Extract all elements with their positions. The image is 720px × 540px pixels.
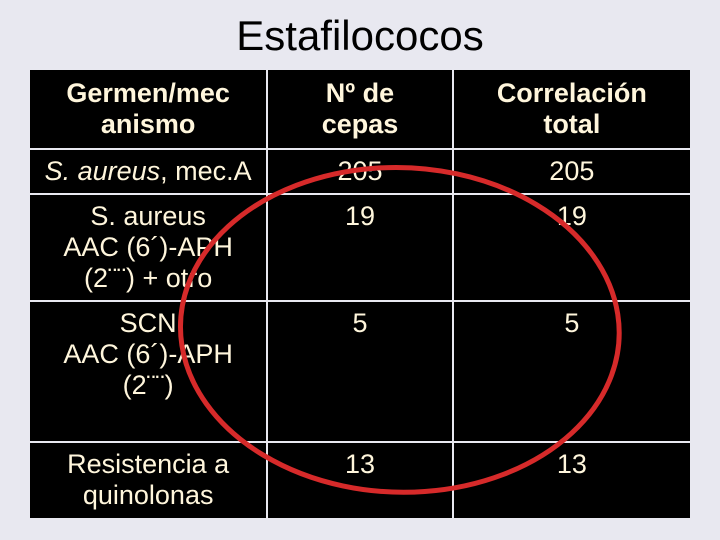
- cell-cepas: 205: [267, 149, 452, 194]
- data-table: Germen/mecanismo Nº decepas Correlaciónt…: [28, 68, 692, 520]
- table-row: S. aureus, mec.A205205: [29, 149, 691, 194]
- cell-cepas: 5: [267, 301, 452, 442]
- cell-germ: Resistencia a quinolonas: [29, 442, 267, 518]
- header-row: Germen/mecanismo Nº decepas Correlaciónt…: [29, 69, 691, 149]
- cell-corr: 5: [453, 301, 691, 442]
- page-title: Estafilococos: [0, 0, 720, 68]
- cell-germ: S. aureus, mec.A: [29, 149, 267, 194]
- col-header-germ: Germen/mecanismo: [29, 69, 267, 149]
- cell-corr: 13: [453, 442, 691, 518]
- table-row: Resistencia a quinolonas1313: [29, 442, 691, 518]
- cell-cepas: 19: [267, 194, 452, 301]
- col-header-corr: Correlacióntotal: [453, 69, 691, 149]
- cell-germ: S. aureusAAC (6´)-APH (2¨¨) + otro: [29, 194, 267, 301]
- cell-germ: SCNAAC (6´)-APH (2¨¨): [29, 301, 267, 442]
- table-row: S. aureusAAC (6´)-APH (2¨¨) + otro1919: [29, 194, 691, 301]
- table-row: SCNAAC (6´)-APH (2¨¨)55: [29, 301, 691, 442]
- cell-cepas: 13: [267, 442, 452, 518]
- col-header-cepas: Nº decepas: [267, 69, 452, 149]
- cell-corr: 19: [453, 194, 691, 301]
- table-container: Germen/mecanismo Nº decepas Correlaciónt…: [28, 68, 692, 520]
- cell-corr: 205: [453, 149, 691, 194]
